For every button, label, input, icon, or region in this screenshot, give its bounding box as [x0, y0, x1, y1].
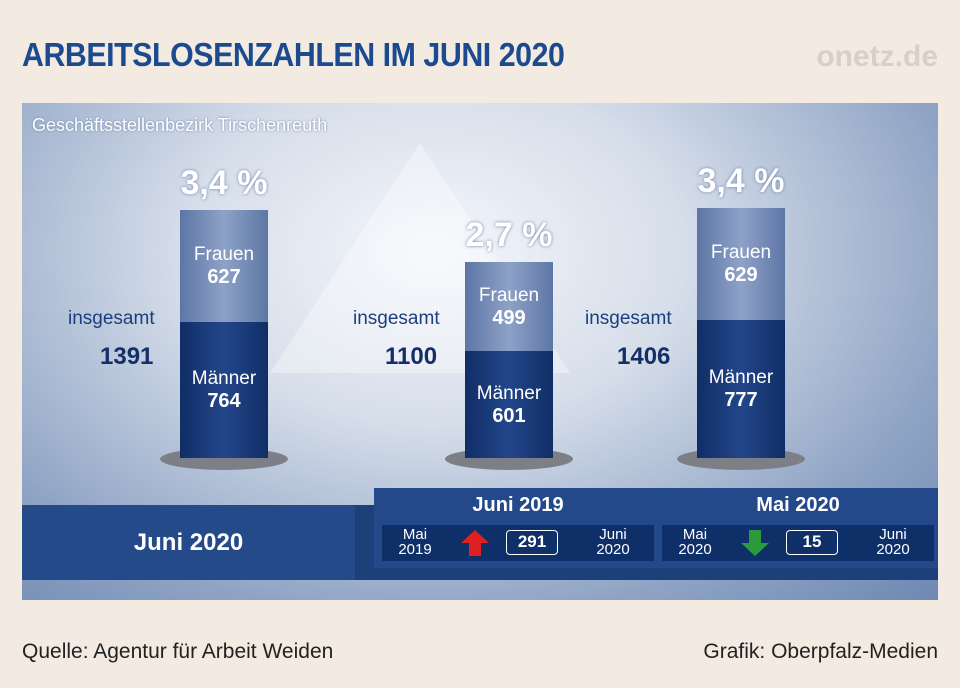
- rate-label: 3,4 %: [697, 161, 785, 200]
- comparison-title: Mai 2020: [756, 494, 840, 516]
- from-month: Mai 2020: [678, 526, 712, 558]
- total-value: 1406: [617, 343, 671, 370]
- bar-maenner: Männer 601: [465, 351, 553, 458]
- maenner-label: Männer: [191, 367, 257, 389]
- comparison-area: Juni 2019 Mai 2019 291 Juni 2020 Mai 2020 …: [374, 488, 938, 568]
- bar-frauen: Frauen 499: [465, 262, 553, 351]
- frauen-value: 499: [492, 306, 526, 329]
- frauen-value: 627: [207, 266, 241, 289]
- frauen-label: Frauen: [478, 284, 540, 306]
- comparison-mai-2020: Mai 2020 Mai 2020 15 Juni 2020: [658, 488, 938, 568]
- bar-frauen: Frauen 629: [697, 207, 785, 320]
- maenner-label: Männer: [708, 366, 774, 388]
- source-note: Quelle: Agentur für Arbeit Weiden: [22, 640, 334, 663]
- arrow-down-icon: [741, 530, 769, 556]
- insgesamt-label: insgesamt: [353, 308, 440, 329]
- change-value: 291: [506, 530, 558, 555]
- total-value: 1100: [385, 343, 438, 370]
- insgesamt-label: insgesamt: [585, 308, 672, 329]
- arrow-up-icon: [461, 530, 489, 556]
- watermark: onetz.de: [816, 40, 938, 73]
- bar-maenner: Männer 777: [697, 319, 785, 458]
- maenner-value: 764: [207, 389, 241, 412]
- rate-label: 2,7 %: [465, 216, 553, 255]
- maenner-label: Männer: [476, 382, 542, 404]
- to-month: Juni 2020: [596, 526, 630, 558]
- chart-panel: Geschäftsstellenbezirk Tirschenreuth Män…: [22, 103, 938, 600]
- rate-label: 3,4 %: [180, 164, 268, 203]
- subtitle: Geschäftsstellenbezirk Tirschenreuth: [32, 115, 328, 135]
- from-month: Mai 2019: [398, 526, 432, 558]
- credit-note: Grafik: Oberpfalz-Medien: [703, 640, 938, 663]
- bar-maenner: Männer 764: [180, 322, 268, 458]
- maenner-value: 777: [724, 388, 758, 411]
- frauen-value: 629: [724, 263, 758, 286]
- maenner-value: 601: [492, 404, 526, 427]
- chart-title: ARBEITSLOSENZAHLEN IM JUNI 2020: [22, 36, 565, 73]
- insgesamt-label: insgesamt: [68, 308, 155, 329]
- current-month-label: Juni 2020: [22, 505, 355, 580]
- bar-frauen: Frauen 627: [180, 210, 268, 322]
- comparison-title: Juni 2019: [472, 494, 564, 516]
- frauen-label: Frauen: [193, 244, 255, 266]
- total-value: 1391: [100, 343, 154, 370]
- frauen-label: Frauen: [710, 241, 772, 263]
- to-month: Juni 2020: [876, 526, 910, 558]
- change-value: 15: [786, 530, 838, 555]
- comparison-juni-2019: Juni 2019 Mai 2019 291 Juni 2020: [378, 488, 658, 568]
